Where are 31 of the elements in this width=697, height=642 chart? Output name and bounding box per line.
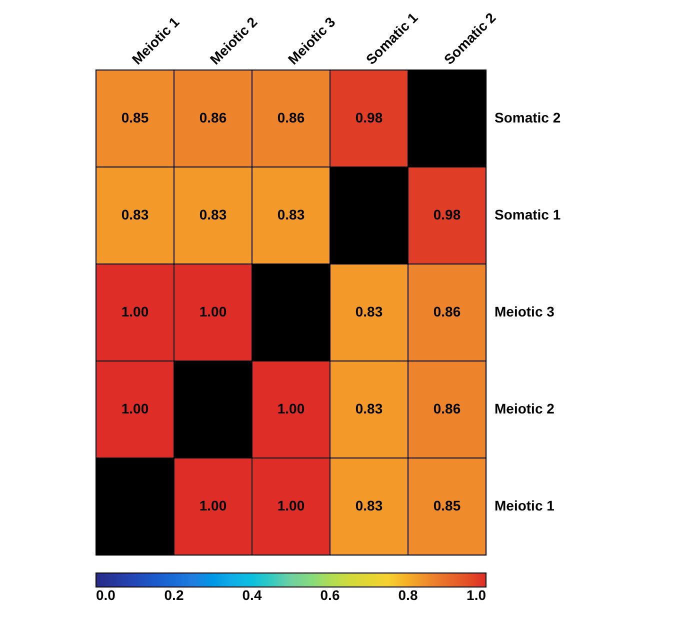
color-bar-label: 0.6 bbox=[320, 587, 340, 603]
data-label: 1.00 bbox=[277, 498, 305, 514]
color-bar-label: 1.0 bbox=[466, 587, 486, 603]
data-label: 0.85 bbox=[121, 110, 149, 126]
y-tick-label: Meiotic 3 bbox=[494, 304, 555, 320]
data-label: 0.83 bbox=[355, 304, 383, 320]
data-label: 0.86 bbox=[199, 110, 227, 126]
data-label: 1.00 bbox=[199, 498, 227, 514]
color-bar-label: 0.4 bbox=[242, 587, 262, 603]
data-label: 0.98 bbox=[355, 110, 383, 126]
data-label: 0.83 bbox=[277, 206, 305, 222]
y-tick-label: Somatic 2 bbox=[494, 110, 561, 126]
data-label: 0.86 bbox=[277, 110, 305, 126]
y-tick-label: Meiotic 2 bbox=[494, 400, 555, 416]
data-label: 1.00 bbox=[121, 304, 149, 320]
color-bar-label: 0.2 bbox=[164, 587, 184, 603]
y-tick-label: Somatic 1 bbox=[494, 206, 561, 222]
data-label: 0.83 bbox=[121, 206, 149, 222]
color-bar-label: 0.8 bbox=[398, 587, 418, 603]
y-tick-label: Meiotic 1 bbox=[494, 498, 555, 514]
data-label: 1.00 bbox=[121, 400, 149, 416]
data-label: 0.83 bbox=[199, 206, 227, 222]
data-label: 0.86 bbox=[433, 304, 461, 320]
data-label: 1.00 bbox=[199, 304, 227, 320]
data-label: 0.98 bbox=[433, 206, 461, 222]
data-label: 0.86 bbox=[433, 400, 461, 416]
data-label: 1.00 bbox=[277, 400, 305, 416]
data-label: 0.83 bbox=[355, 498, 383, 514]
data-label: 0.83 bbox=[355, 400, 383, 416]
color-bar-label: 0.0 bbox=[96, 587, 116, 603]
data-label: 0.85 bbox=[433, 498, 461, 514]
